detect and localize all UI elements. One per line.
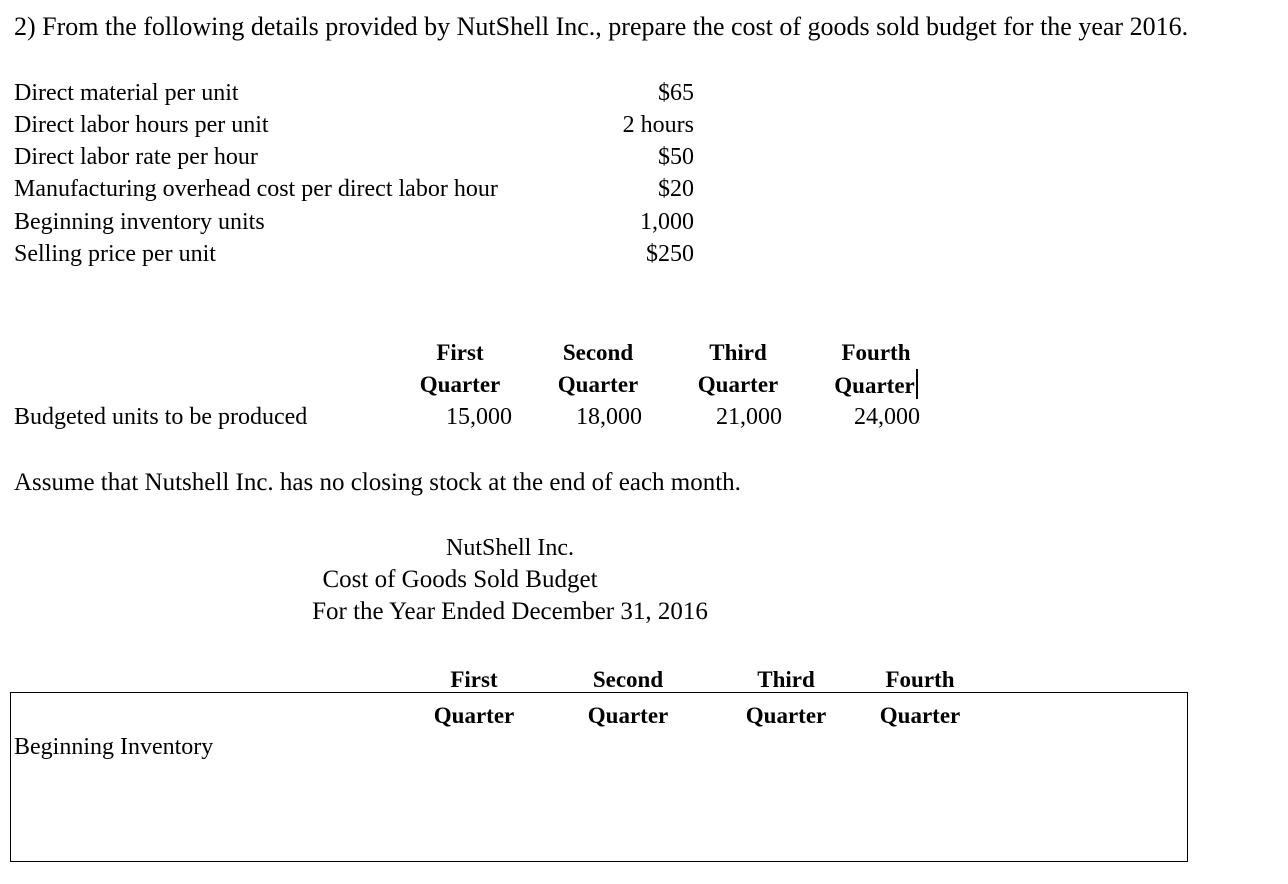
budget-table-box xyxy=(10,692,1188,862)
detail-label: Manufacturing overhead cost per direct l… xyxy=(14,176,498,202)
production-header-q2: Second Quarter xyxy=(557,340,639,397)
detail-label: Beginning inventory units xyxy=(14,209,265,235)
budget-period: For the Year Ended December 31, 2016 xyxy=(312,598,708,625)
budget-header-q2: Second Quarter xyxy=(587,667,669,728)
question-text: 2) From the following details provided b… xyxy=(14,12,1189,41)
budget-header-q1: First Quarter xyxy=(433,667,515,728)
production-value-q1: 15,000 xyxy=(446,404,512,430)
assumption-text: Assume that Nutshell Inc. has no closing… xyxy=(14,469,741,496)
detail-label: Direct labor hours per unit xyxy=(14,112,269,138)
detail-label: Selling price per unit xyxy=(14,241,216,267)
detail-value: 2 hours xyxy=(622,112,694,138)
detail-label: Direct material per unit xyxy=(14,80,239,106)
detail-value: 1,000 xyxy=(640,209,694,235)
detail-value: $50 xyxy=(658,144,694,170)
budget-row-label: Beginning Inventory xyxy=(14,734,214,760)
production-value-q4: 24,000 xyxy=(854,404,920,430)
text-cursor xyxy=(915,369,918,399)
detail-value: $65 xyxy=(658,80,694,106)
production-header-q3: Third Quarter xyxy=(697,340,779,397)
production-value-q2: 18,000 xyxy=(576,404,642,430)
budget-header-q3: Third Quarter xyxy=(745,667,827,728)
production-header-q4: Fourth Quarter xyxy=(826,337,926,402)
budget-name: Cost of Goods Sold Budget xyxy=(322,566,598,593)
detail-value: $20 xyxy=(658,176,694,202)
production-row-label: Budgeted units to be produced xyxy=(14,404,308,430)
budget-company: NutShell Inc. xyxy=(446,535,574,561)
production-value-q3: 21,000 xyxy=(716,404,782,430)
production-header-q1: First Quarter xyxy=(419,340,501,397)
detail-value: $250 xyxy=(646,241,694,267)
budget-header-q4: Fourth Quarter xyxy=(879,667,961,728)
detail-label: Direct labor rate per hour xyxy=(14,144,258,170)
